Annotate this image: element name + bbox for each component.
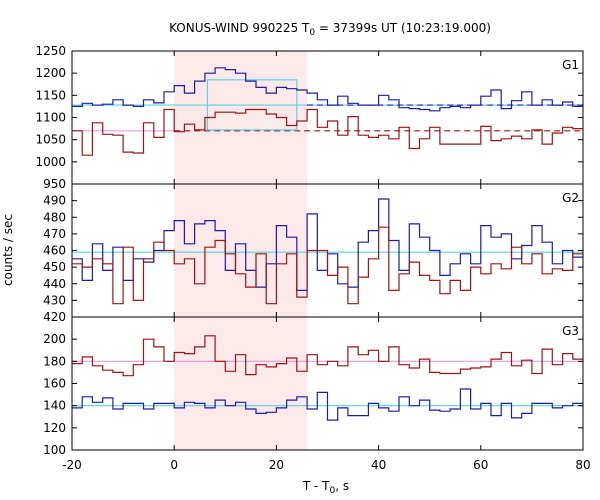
x-tick-label: 0 [170, 458, 178, 472]
y-tick-label: 1200 [35, 66, 66, 80]
highlight-band [174, 51, 308, 450]
y-tick-label: 120 [43, 421, 66, 435]
panel-frame [71, 50, 584, 185]
series-red-g3 [72, 335, 583, 377]
x-tick-label: -20 [62, 458, 82, 472]
y-tick-label: 420 [43, 310, 66, 324]
y-tick-label: 1250 [35, 44, 66, 58]
y-tick-label: 100 [43, 443, 66, 457]
y-tick-label: 180 [43, 354, 66, 368]
y-tick-label: 200 [43, 332, 66, 346]
y-tick-label: 470 [43, 227, 66, 241]
x-tick-label: 40 [371, 458, 386, 472]
panel-label: G2 [562, 191, 579, 205]
panel-frame [71, 316, 584, 451]
y-axis-label: counts / sec [1, 214, 15, 286]
x-tick-label: 60 [473, 458, 488, 472]
panel-label: G1 [562, 58, 579, 72]
interval-box [206, 79, 298, 131]
y-tick-label: 450 [43, 260, 66, 274]
series-blue-g3 [72, 388, 583, 421]
y-tick-label: 440 [43, 277, 66, 291]
x-tick-label: 20 [269, 458, 284, 472]
y-tick-label: 1050 [35, 133, 66, 147]
y-tick-label: 1150 [35, 88, 66, 102]
y-tick-label: 490 [43, 194, 66, 208]
panel-g2: 420 430 440 450 460 470 480 490 G2 [43, 183, 584, 324]
y-tick-label: 160 [43, 377, 66, 391]
y-tick-label: 140 [43, 399, 66, 413]
panel-label: G3 [562, 324, 579, 338]
panel-g1: 950 1000 1050 1100 1150 1200 1250 G1 [35, 44, 584, 191]
x-tick-label: 80 [575, 458, 590, 472]
plot-area: 950100010501100115012001250G142043044045… [35, 44, 590, 472]
y-tick-label: 950 [43, 177, 66, 191]
x-axis-label: T - T0, s [302, 479, 349, 496]
chart-title: KONUS-WIND 990225 T0 = 37399s UT (10:23:… [169, 21, 491, 38]
y-tick-label: 1000 [35, 155, 66, 169]
y-tick-label: 1100 [35, 111, 66, 125]
series-red-g2 [72, 226, 583, 305]
y-tick-label: 480 [43, 210, 66, 224]
series-red-g1 [72, 108, 583, 156]
series-blue-g1 [72, 67, 583, 112]
y-tick-label: 430 [43, 293, 66, 307]
y-tick-label: 460 [43, 244, 66, 258]
series-blue-g2 [72, 198, 583, 291]
panel-g3: 100 120 140 160 180 200 G3 [43, 316, 584, 457]
